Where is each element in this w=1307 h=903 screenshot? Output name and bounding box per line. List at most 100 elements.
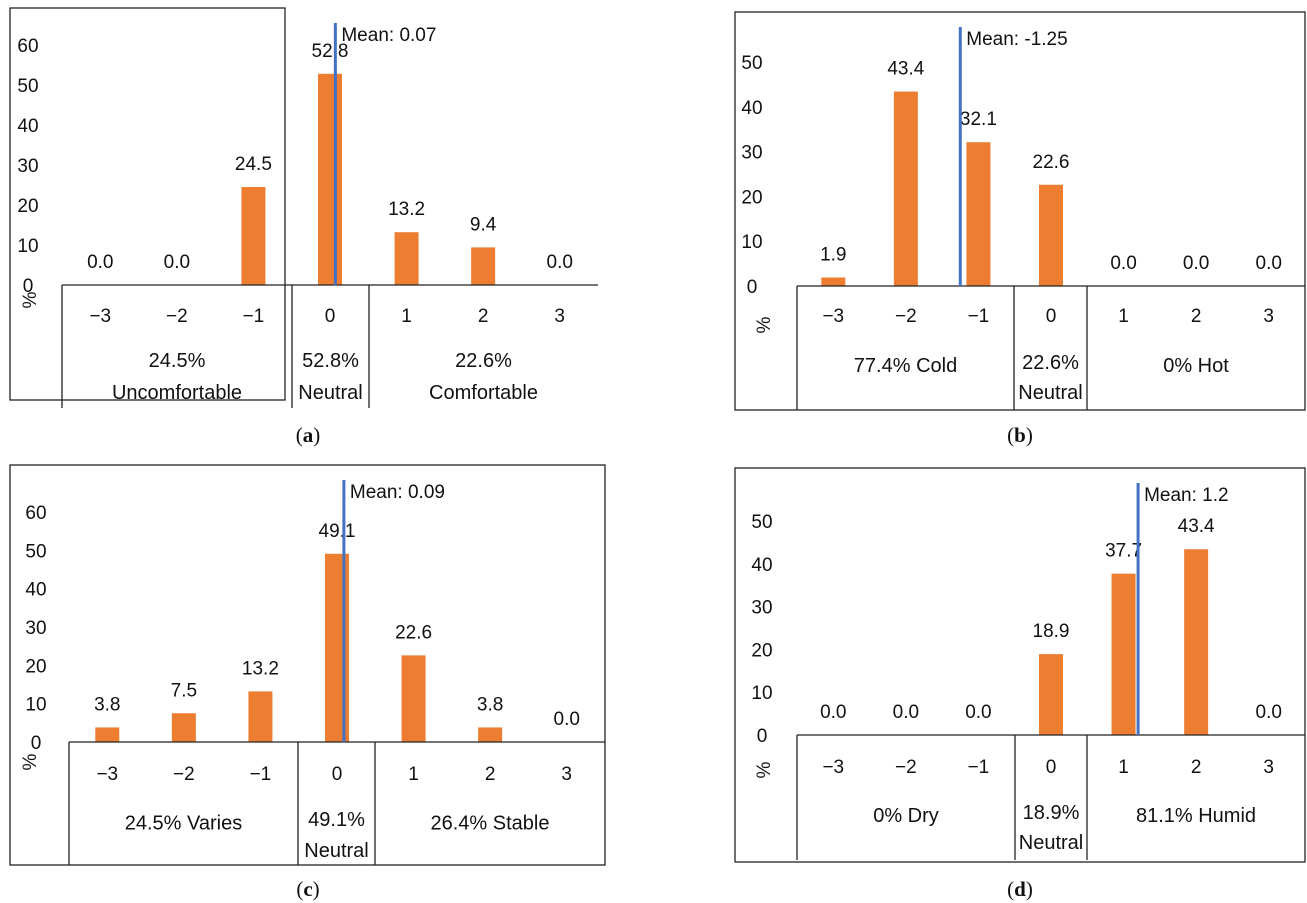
x-tick-label: −3 <box>89 306 111 327</box>
y-unit-label: % <box>754 761 775 778</box>
group-label: 0% Dry <box>873 805 939 827</box>
bar-value-label: 0.0 <box>820 702 846 723</box>
y-tick-label: 10 <box>741 232 762 253</box>
panel-caption: (d) <box>1007 877 1033 901</box>
bar-value-label: 18.9 <box>1033 621 1070 642</box>
x-tick-label: −2 <box>173 764 195 785</box>
y-tick-label: 0 <box>757 726 768 747</box>
group-label: 18.9% <box>1023 802 1080 824</box>
bar <box>1111 573 1136 735</box>
y-tick-label: 10 <box>17 236 38 257</box>
y-tick-label: 60 <box>17 36 38 57</box>
panel-frame <box>9 7 286 401</box>
x-tick-label: 0 <box>332 764 343 785</box>
bar <box>471 247 496 285</box>
bar-value-label: 0.0 <box>164 252 190 273</box>
y-unit-label: % <box>754 316 775 333</box>
bar-value-label: 49.1 <box>319 521 356 542</box>
group-label: 52.8% <box>302 350 359 372</box>
panel-caption: (c) <box>296 877 319 901</box>
mean-label: Mean: -1.25 <box>966 29 1067 50</box>
x-tick-label: −1 <box>250 764 272 785</box>
x-tick-label: 1 <box>1118 757 1129 778</box>
y-tick-label: 30 <box>751 598 772 619</box>
bar-value-label: 0.0 <box>893 702 919 723</box>
panel-frame <box>9 464 606 866</box>
bar <box>171 713 196 742</box>
panel-frame <box>734 467 1306 863</box>
group-label: 81.1% Humid <box>1136 805 1256 827</box>
x-tick-label: 2 <box>478 306 489 327</box>
x-tick-label: −3 <box>822 306 844 327</box>
bar-value-label: 0.0 <box>1110 253 1136 274</box>
y-tick-label: 40 <box>741 98 762 119</box>
bar <box>248 691 273 742</box>
x-tick-label: −3 <box>822 757 844 778</box>
bar-value-label: 0.0 <box>547 252 573 273</box>
bar-value-label: 32.1 <box>960 109 997 130</box>
mean-label: Mean: 1.2 <box>1144 485 1229 506</box>
chart-panel-c: 0102030405060%3.87.513.249.122.63.80.0−3… <box>9 464 606 901</box>
bar-value-label: 0.0 <box>1256 702 1282 723</box>
bar-value-label: 0.0 <box>1256 253 1282 274</box>
group-label: 24.5% Varies <box>125 813 242 835</box>
x-tick-label: 0 <box>1046 306 1057 327</box>
x-tick-label: 1 <box>401 306 412 327</box>
bar-value-label: 0.0 <box>1183 253 1209 274</box>
y-tick-label: 20 <box>17 196 38 217</box>
x-tick-label: 2 <box>1191 757 1202 778</box>
x-tick-label: 3 <box>1263 306 1274 327</box>
group-label: 24.5% <box>149 350 206 372</box>
bar-value-label: 7.5 <box>171 680 197 701</box>
y-tick-label: 10 <box>751 683 772 704</box>
caption-letter: c <box>303 877 312 901</box>
panel-caption: (a) <box>296 423 321 447</box>
y-tick-label: 0 <box>23 276 34 297</box>
group-label: 49.1% <box>308 809 365 831</box>
y-tick-label: 40 <box>751 555 772 576</box>
bar-value-label: 13.2 <box>242 658 279 679</box>
bar <box>401 655 426 742</box>
y-unit-label: % <box>20 753 41 770</box>
y-tick-label: 60 <box>25 503 46 524</box>
caption-paren-close: ) <box>313 423 320 447</box>
caption-letter: d <box>1014 877 1026 901</box>
caption-paren-open: ( <box>1007 877 1014 901</box>
y-tick-label: 20 <box>741 187 762 208</box>
y-unit-label: % <box>20 291 41 308</box>
group-label: Neutral <box>298 382 362 404</box>
caption-paren-close: ) <box>1026 423 1033 447</box>
bar <box>1184 549 1209 735</box>
y-tick-label: 40 <box>25 580 46 601</box>
bar <box>318 73 342 285</box>
y-tick-label: 50 <box>741 53 762 74</box>
bar <box>394 232 419 285</box>
bar <box>95 727 120 742</box>
x-tick-label: −2 <box>895 757 917 778</box>
caption-paren-close: ) <box>1026 877 1033 901</box>
bar-value-label: 37.7 <box>1105 541 1142 562</box>
bar-value-label: 24.5 <box>235 154 272 175</box>
group-label: 22.6% <box>1022 352 1079 374</box>
x-tick-label: 1 <box>408 764 419 785</box>
y-tick-label: 10 <box>25 695 46 716</box>
y-tick-label: 30 <box>17 156 38 177</box>
x-tick-label: −2 <box>895 306 917 327</box>
mean-label: Mean: 0.07 <box>341 25 436 46</box>
caption-paren-close: ) <box>313 877 320 901</box>
caption-letter: b <box>1014 423 1026 447</box>
group-label: 77.4% Cold <box>854 355 957 377</box>
y-tick-label: 50 <box>751 512 772 533</box>
bar-value-label: 3.8 <box>477 694 503 715</box>
x-tick-label: 2 <box>485 764 496 785</box>
group-label: Neutral <box>1019 832 1083 854</box>
caption-paren-open: ( <box>296 877 303 901</box>
x-tick-label: −2 <box>166 306 188 327</box>
group-label: 0% Hot <box>1163 355 1229 377</box>
panel-caption: (b) <box>1007 423 1033 447</box>
y-tick-label: 0 <box>31 733 42 754</box>
group-label: Neutral <box>1018 382 1082 404</box>
